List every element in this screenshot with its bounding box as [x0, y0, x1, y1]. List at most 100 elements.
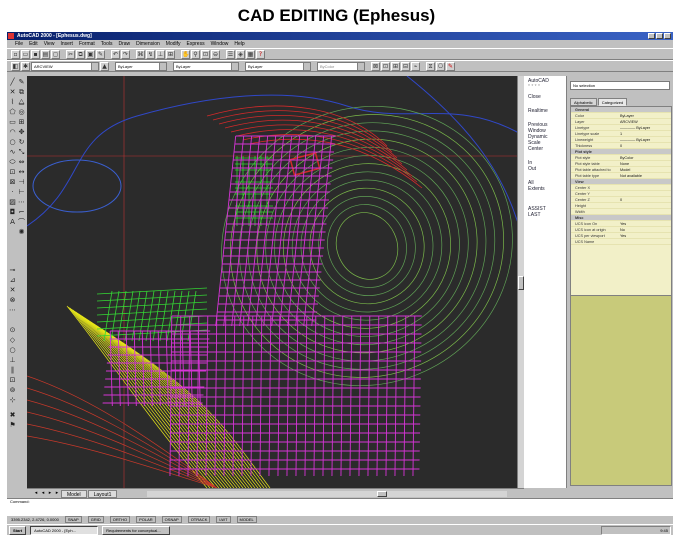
- construction-line-icon[interactable]: ✕: [9, 88, 16, 96]
- property-value[interactable]: [617, 191, 671, 196]
- erase-icon[interactable]: ✎: [18, 78, 25, 86]
- mirror-icon[interactable]: ⧋: [18, 98, 25, 106]
- screen-menu-header[interactable]: AutoCAD: [528, 78, 549, 84]
- property-category[interactable]: Plot style: [571, 149, 671, 155]
- circle-icon[interactable]: ○: [9, 138, 16, 146]
- break-icon[interactable]: ⋯: [18, 198, 25, 206]
- extend-icon[interactable]: ⊢: [18, 188, 25, 196]
- print-icon[interactable]: ▤: [41, 49, 50, 59]
- dbconnect-icon[interactable]: ▦: [246, 49, 255, 59]
- osnap-parallel-icon[interactable]: ∥: [10, 366, 15, 374]
- menu-dimension[interactable]: Dimension: [136, 41, 160, 47]
- screen-menu-item[interactable]: Out: [528, 166, 537, 172]
- start-button[interactable]: Start: [9, 525, 27, 535]
- screen-menu-last[interactable]: LAST: [528, 212, 541, 218]
- property-value[interactable]: Yes: [620, 234, 627, 238]
- property-value[interactable]: 0: [620, 144, 623, 148]
- zoom-realtime-icon[interactable]: ⚲: [191, 49, 200, 59]
- property-value[interactable]: ARCVIEW: [620, 120, 638, 124]
- property-row[interactable]: Linetype ———— ByLayer: [571, 125, 671, 131]
- property-value[interactable]: [617, 203, 671, 208]
- tool-icon-e[interactable]: ⌁: [411, 61, 420, 71]
- property-value[interactable]: No: [620, 228, 625, 232]
- tool-icon-b[interactable]: ⊡: [381, 61, 390, 71]
- horizontal-scroll-thumb[interactable]: [377, 491, 387, 497]
- menu-format[interactable]: Format: [78, 41, 95, 47]
- property-row[interactable]: UCS per viewport Yes: [571, 233, 671, 239]
- lineweight-combo[interactable]: ByLayer: [245, 61, 311, 71]
- make-block-icon[interactable]: ⊠: [9, 178, 16, 186]
- property-row[interactable]: Plot style ByColor: [571, 155, 671, 161]
- mtext-icon[interactable]: A: [10, 218, 15, 226]
- ellipse-icon[interactable]: ⬭: [9, 158, 16, 166]
- osnap-intersection-icon[interactable]: ✕: [9, 286, 16, 294]
- first-tab-icon[interactable]: ◂: [34, 490, 38, 496]
- property-value[interactable]: Not available: [620, 174, 642, 178]
- property-value[interactable]: [617, 209, 671, 214]
- close-button[interactable]: [664, 33, 671, 39]
- layers-icon[interactable]: ◧: [11, 61, 20, 71]
- osnap-insert-icon[interactable]: ⊡: [9, 376, 16, 384]
- property-value[interactable]: None: [620, 162, 630, 166]
- menu-express[interactable]: Express: [186, 41, 205, 47]
- insert-block-icon[interactable]: ⊡: [9, 168, 16, 176]
- copy-icon[interactable]: ⧉: [76, 49, 85, 59]
- polyline-icon[interactable]: ⌇: [10, 98, 15, 106]
- linetype-combo[interactable]: ByLayer: [173, 61, 239, 71]
- property-row[interactable]: Plot table attached to Model: [571, 167, 671, 173]
- vertical-scrollbar[interactable]: [517, 76, 524, 488]
- named-views-icon[interactable]: ⊞: [166, 49, 175, 59]
- fillet-icon[interactable]: ⌒: [18, 218, 25, 226]
- tool-icon-h[interactable]: ✎: [446, 61, 455, 71]
- selection-dropdown[interactable]: No selection: [570, 81, 670, 90]
- otrack-toggle[interactable]: OTRACK: [187, 516, 211, 523]
- menu-draw[interactable]: Draw: [118, 41, 131, 47]
- screen-menu-item[interactable]: Close: [528, 94, 541, 100]
- osnap-apparent-icon[interactable]: ⊗: [9, 296, 16, 304]
- osnap-quadrant-icon[interactable]: ◇: [9, 336, 16, 344]
- arc-icon[interactable]: ◠: [9, 128, 16, 136]
- screen-menu-item[interactable]: In: [528, 160, 533, 166]
- copy-object-icon[interactable]: ⧉: [19, 88, 24, 96]
- menu-insert[interactable]: Insert: [60, 41, 73, 47]
- property-row[interactable]: Linetype scale 1: [571, 131, 671, 137]
- save-icon[interactable]: ▪: [31, 49, 40, 59]
- color-combo[interactable]: ByLayer: [115, 61, 167, 71]
- property-row[interactable]: Width: [571, 209, 671, 215]
- lengthen-icon[interactable]: ↔: [18, 168, 25, 176]
- chamfer-icon[interactable]: ⌐: [18, 208, 25, 216]
- property-row[interactable]: UCS icon On Yes: [571, 221, 671, 227]
- scale-icon[interactable]: ⤡: [18, 148, 25, 156]
- undo-icon[interactable]: ↶: [111, 49, 120, 59]
- osnap-midpoint-icon[interactable]: ⊿: [9, 276, 16, 284]
- model-toggle[interactable]: MODEL: [236, 516, 257, 523]
- menu-modify[interactable]: Modify: [165, 41, 181, 47]
- open-folder-icon[interactable]: ▭: [21, 49, 30, 59]
- menu-help[interactable]: Help: [234, 41, 245, 47]
- ortho-toggle[interactable]: ORTHO: [109, 516, 131, 523]
- maximize-button[interactable]: [656, 33, 663, 39]
- prev-tab-icon[interactable]: ◂: [41, 490, 45, 496]
- hatch-icon[interactable]: ▨: [9, 198, 16, 206]
- property-row[interactable]: Color ByLayer: [571, 113, 671, 119]
- osnap-extension-icon[interactable]: ⋯: [9, 306, 16, 314]
- horizontal-scrollbar[interactable]: [147, 491, 507, 497]
- line-icon[interactable]: ╱: [10, 78, 15, 86]
- last-tab-icon[interactable]: ▸: [55, 490, 59, 496]
- screen-menu-item[interactable]: All: [528, 180, 534, 186]
- lwt-toggle[interactable]: LWT: [216, 516, 231, 523]
- property-row[interactable]: UCS icon at origin No: [571, 227, 671, 233]
- pan-icon[interactable]: ✋: [181, 49, 190, 59]
- osnap-nearest-icon[interactable]: ⊹: [9, 396, 16, 404]
- array-icon[interactable]: ⊞: [18, 118, 25, 126]
- tab-layout1[interactable]: Layout1: [87, 489, 118, 498]
- tab-alphabetic[interactable]: Alphabetic: [570, 98, 597, 106]
- minimize-button[interactable]: [648, 33, 655, 39]
- property-row[interactable]: Lineweight ———— ByLayer: [571, 137, 671, 143]
- snap-from-icon[interactable]: ↯: [146, 49, 155, 59]
- next-tab-icon[interactable]: ▸: [48, 490, 52, 496]
- property-value[interactable]: ByColor: [620, 156, 634, 160]
- polygon-icon[interactable]: ⬠: [9, 108, 16, 116]
- plotstyle-combo[interactable]: ByColor: [317, 61, 365, 71]
- property-value[interactable]: 0: [620, 198, 623, 202]
